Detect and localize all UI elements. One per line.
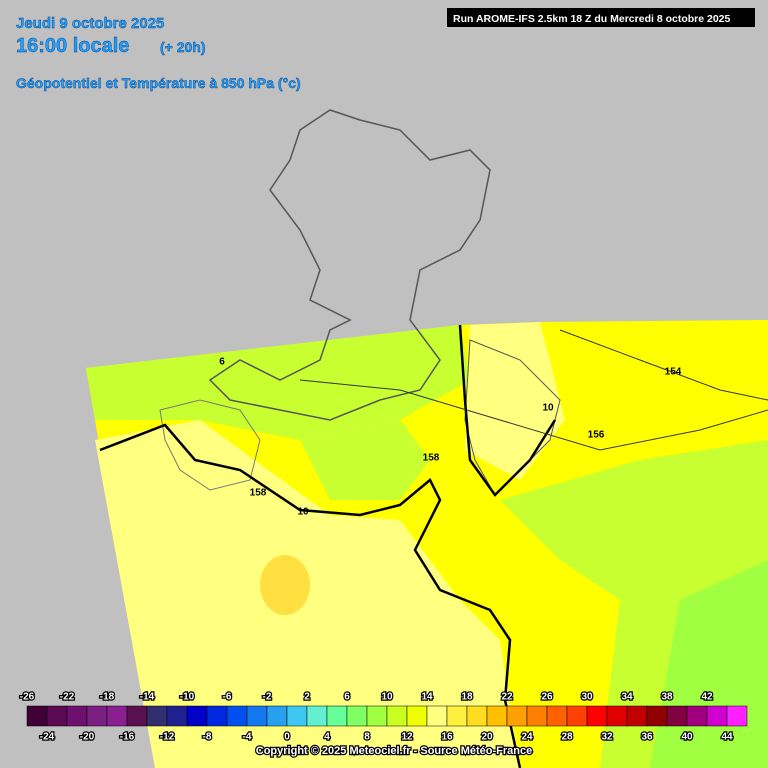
contour-label: 10 [542, 403, 554, 414]
scale-label: 30 [581, 692, 593, 703]
scale-label: -14 [140, 692, 155, 703]
geopotential-contour [299, 379, 768, 451]
forecast-date: Jeudi 9 octobre 2025 [16, 15, 164, 32]
temp-zone-warmer [260, 555, 310, 615]
color-swatch [366, 705, 388, 727]
color-swatch [186, 705, 208, 727]
temp-zone-warm [465, 322, 565, 480]
coastline-britain [208, 109, 491, 421]
scale-label: -8 [203, 732, 212, 743]
contour-label: 6 [219, 357, 225, 368]
color-swatch [346, 705, 368, 727]
color-swatch [306, 705, 328, 727]
scale-label: -2 [263, 692, 272, 703]
contour-label: 154 [665, 367, 682, 378]
scale-label: 12 [401, 732, 413, 743]
color-swatch [206, 705, 228, 727]
scale-label: 22 [501, 692, 513, 703]
scale-label: 4 [324, 732, 330, 743]
scale-label: -12 [160, 732, 175, 743]
scale-label: -26 [20, 692, 35, 703]
scale-label: -10 [180, 692, 195, 703]
scale-label: 44 [721, 732, 733, 743]
color-swatch [686, 705, 708, 727]
scale-label: 20 [481, 732, 493, 743]
color-swatch [246, 705, 268, 727]
scale-label: 38 [661, 692, 673, 703]
scale-label: -6 [223, 692, 232, 703]
scale-label: 28 [561, 732, 573, 743]
color-swatch [706, 705, 728, 727]
scale-label: 26 [541, 692, 553, 703]
color-swatch [626, 705, 648, 727]
color-swatch [466, 705, 488, 727]
color-swatch [726, 705, 748, 727]
scale-label: 14 [421, 692, 433, 703]
contour-label: 10 [297, 507, 309, 518]
color-swatch [566, 705, 588, 727]
color-swatch [166, 705, 188, 727]
scale-label: 2 [304, 692, 310, 703]
scale-label: 16 [441, 732, 453, 743]
color-swatch [406, 705, 428, 727]
scale-label: 34 [621, 692, 633, 703]
geopotential-contour [559, 329, 768, 401]
color-swatch [606, 705, 628, 727]
copyright: Copyright © 2025 Meteociel.fr - Source M… [256, 745, 532, 757]
color-swatch [646, 705, 668, 727]
scale-label: 24 [521, 732, 533, 743]
color-swatch [66, 705, 88, 727]
color-swatch [586, 705, 608, 727]
color-swatch [506, 705, 528, 727]
scale-label: 8 [364, 732, 370, 743]
scale-label: 10 [381, 692, 393, 703]
forecast-time: 16:00 locale [16, 35, 129, 57]
color-swatch [386, 705, 408, 727]
scale-label: -24 [40, 732, 55, 743]
color-swatch [486, 705, 508, 727]
color-swatch [46, 705, 68, 727]
color-swatch [526, 705, 548, 727]
contour-label: 158 [250, 488, 267, 499]
temp-zone-cool [86, 325, 470, 440]
contour-labels: 6 154 10 156 158 158 10 [219, 357, 682, 518]
scale-label: 36 [641, 732, 653, 743]
color-scale: -26 -22 -18 -14 -10 -6 -2 2 6 10 14 18 22 26 30 34 38 42-… [19, 690, 748, 744]
run-info: Run AROME-IFS 2.5km 18 Z du Mercredi 8 o… [453, 13, 731, 25]
scale-label: 40 [681, 732, 693, 743]
scale-label: -4 [243, 732, 252, 743]
coastline-ireland [159, 399, 261, 491]
color-swatch [446, 705, 468, 727]
forecast-lead: (+ 20h) [160, 39, 206, 55]
color-swatch [426, 705, 448, 727]
isotherm-10 [99, 423, 522, 768]
contour-label: 156 [588, 430, 605, 441]
scale-label: -22 [60, 692, 75, 703]
scale-label: 6 [344, 692, 350, 703]
isotherm-10 [458, 324, 557, 497]
scale-label: -18 [100, 692, 115, 703]
color-swatch [326, 705, 348, 727]
color-swatch [106, 705, 128, 727]
scale-label: 18 [461, 692, 473, 703]
scale-label: 32 [601, 732, 613, 743]
color-swatch [126, 705, 148, 727]
color-swatch [226, 705, 248, 727]
color-swatch [546, 705, 568, 727]
run-box [447, 8, 755, 27]
contour-label: 158 [423, 453, 440, 464]
scale-label: 42 [701, 692, 713, 703]
color-swatch [146, 705, 168, 727]
scale-label: -20 [80, 732, 95, 743]
color-swatch [286, 705, 308, 727]
parameter-title: Géopotentiel et Température à 850 hPa (°… [16, 75, 301, 91]
color-swatch [26, 705, 48, 727]
temp-zone-cool [300, 420, 430, 500]
scale-label: 0 [284, 732, 290, 743]
color-swatch [86, 705, 108, 727]
scale-label: -16 [120, 732, 135, 743]
color-swatch [266, 705, 288, 727]
color-swatch [666, 705, 688, 727]
